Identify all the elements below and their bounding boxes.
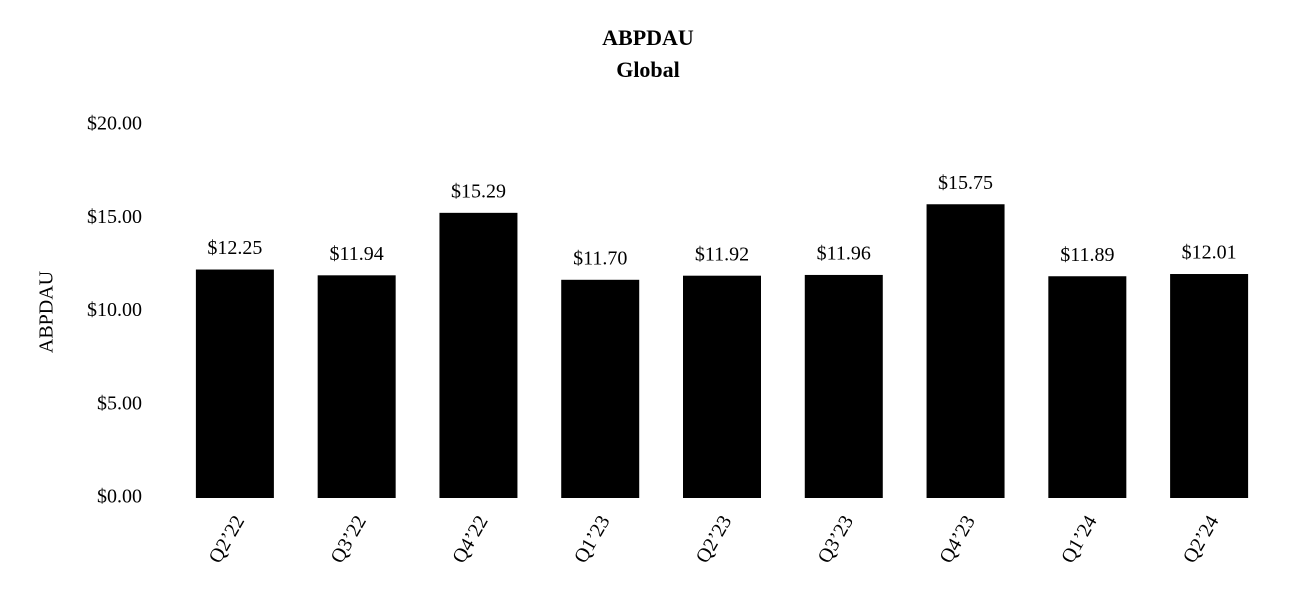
y-axis-label: ABPDAU xyxy=(36,270,58,353)
y-tick-label: $15.00 xyxy=(87,206,142,228)
value-label: $12.01 xyxy=(1182,242,1237,264)
chart-subtitle: Global xyxy=(616,57,680,82)
bar xyxy=(804,274,883,498)
bar xyxy=(1048,276,1127,498)
value-label: $11.96 xyxy=(817,243,871,265)
bar xyxy=(561,279,640,498)
bar xyxy=(439,212,518,499)
bar xyxy=(1170,274,1249,498)
value-label: $11.70 xyxy=(573,247,627,269)
value-label: $11.89 xyxy=(1060,244,1114,266)
x-tick-label: Q1’23 xyxy=(570,512,615,567)
bar xyxy=(195,269,274,498)
value-label: $15.29 xyxy=(451,180,506,202)
value-label: $11.92 xyxy=(695,243,749,265)
value-label: $12.25 xyxy=(207,237,262,259)
value-label: $15.75 xyxy=(938,172,993,194)
x-tick-label: Q4’22 xyxy=(448,512,493,567)
bar xyxy=(317,275,396,498)
y-tick-label: $5.00 xyxy=(97,392,142,414)
y-tick-label: $20.00 xyxy=(87,113,142,135)
x-tick-label: Q1’24 xyxy=(1057,512,1102,567)
x-tick-label: Q4’23 xyxy=(935,512,980,567)
y-tick-label: $0.00 xyxy=(97,486,142,508)
x-tick-label: Q2’24 xyxy=(1179,512,1224,567)
value-label: $11.94 xyxy=(330,243,384,265)
x-tick-label: Q2’23 xyxy=(692,512,737,567)
x-tick-label: Q3’22 xyxy=(326,512,371,567)
bar xyxy=(926,204,1005,498)
bar xyxy=(683,275,761,498)
x-tick-label: Q3’23 xyxy=(813,512,858,567)
x-tick-label: Q2’22 xyxy=(205,512,250,567)
y-tick-label: $10.00 xyxy=(87,299,142,321)
chart-title: ABPDAU xyxy=(602,25,694,50)
